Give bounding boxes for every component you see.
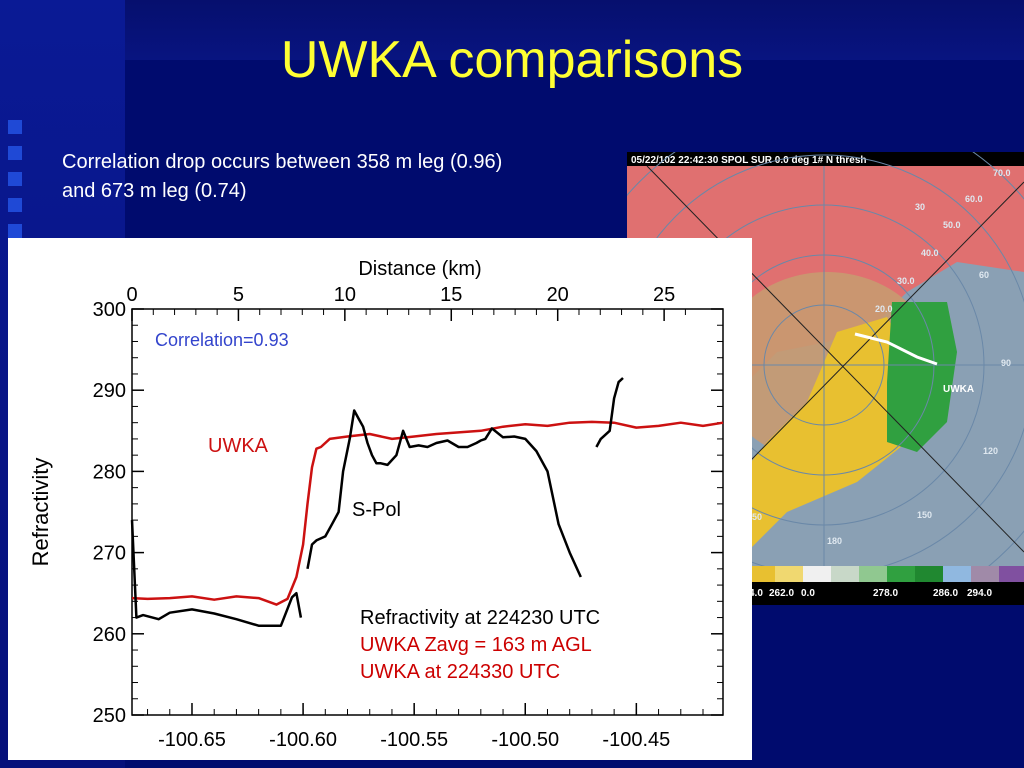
decor-square bbox=[8, 224, 22, 238]
y-tick-label: 260 bbox=[93, 624, 126, 646]
radar-range-label: 70.0 bbox=[993, 168, 1011, 178]
decor-square bbox=[8, 172, 22, 186]
x-tick-label: -100.65 bbox=[158, 729, 226, 751]
y-tick-label: 290 bbox=[93, 380, 126, 402]
top-tick-label: 10 bbox=[334, 284, 356, 306]
y-tick-label: 250 bbox=[93, 705, 126, 727]
legend-line: Refractivity at 224230 UTC bbox=[360, 607, 600, 629]
y-axis-label: Refractivity bbox=[28, 458, 53, 567]
decor-square bbox=[8, 120, 22, 134]
top-tick-label: 25 bbox=[653, 284, 675, 306]
radar-uwka-track bbox=[854, 332, 938, 366]
uwka-series-line bbox=[131, 420, 724, 606]
spol-series-label: S-Pol bbox=[352, 499, 401, 521]
radar-range-label: 50.0 bbox=[943, 220, 961, 230]
x-tick-label: -100.50 bbox=[491, 729, 559, 751]
radar-range-label: 60 bbox=[979, 270, 989, 280]
radar-range-label: 20.0 bbox=[875, 304, 893, 314]
radar-range-label: 90 bbox=[1001, 358, 1011, 368]
radar-uwka-label: UWKA bbox=[943, 384, 974, 395]
radar-svg: 05/22/102 22:42:30 SPOL SUR 0.0 deg 1# N… bbox=[563, 104, 1024, 626]
y-tick-label: 300 bbox=[93, 299, 126, 321]
radar-range-label: 120 bbox=[983, 446, 998, 456]
legend-line: UWKA Zavg = 163 m AGL bbox=[360, 634, 592, 656]
correlation-annotation: Correlation=0.93 bbox=[155, 330, 289, 350]
chart-panel: 250 260 270 280 290 300 -100.65 -100.60 -100.55-… bbox=[8, 238, 752, 760]
x-tick-label: -100.55 bbox=[380, 729, 448, 751]
colorbar-label: 262.0 bbox=[769, 588, 794, 599]
slide-title: UWKA comparisons bbox=[280, 31, 744, 89]
radar-range-label: 30.0 bbox=[897, 276, 915, 286]
radar-range-label: 60.0 bbox=[965, 194, 983, 204]
colorbar-label: 294.0 bbox=[967, 588, 992, 599]
top-tick-label: 5 bbox=[233, 284, 244, 306]
series-lines bbox=[130, 377, 724, 627]
decor-square bbox=[8, 146, 22, 160]
y-tick-label: 270 bbox=[93, 543, 126, 565]
radar-warm-region bbox=[727, 317, 907, 552]
radar-range-label: 150 bbox=[917, 510, 932, 520]
radar-image: 05/22/102 22:42:30 SPOL SUR 0.0 deg 1# N… bbox=[563, 104, 1024, 626]
radar-range-label: 180 bbox=[827, 536, 842, 546]
radar-range-label: 40.0 bbox=[921, 248, 939, 258]
s-pol-series-line bbox=[130, 377, 624, 627]
legend-line: UWKA at 224330 UTC bbox=[360, 661, 560, 683]
top-axis-label: Distance (km) bbox=[358, 258, 481, 280]
radar-header: 05/22/102 22:42:30 SPOL SUR 0.0 deg 1# N… bbox=[631, 155, 867, 166]
uwka-series-label: UWKA bbox=[208, 435, 269, 457]
slide-subtitle: Correlation drop occurs between 358 m le… bbox=[62, 151, 503, 202]
colorbar-label: 286.0 bbox=[933, 588, 958, 599]
radar-range-label: 150 bbox=[747, 512, 762, 522]
colorbar-label: 0.0 bbox=[801, 588, 815, 599]
colorbar-label: 278.0 bbox=[873, 588, 898, 599]
radar-wet-region bbox=[887, 302, 957, 452]
x-tick-label: -100.60 bbox=[269, 729, 337, 751]
decor-square bbox=[8, 198, 22, 212]
slide-top-band bbox=[125, 0, 1024, 60]
y-tick-label: 280 bbox=[93, 461, 126, 483]
radar-range-label: 30 bbox=[915, 202, 925, 212]
colorbar-label: 4.0 bbox=[749, 588, 763, 599]
top-tick-label: 0 bbox=[126, 284, 137, 306]
plot-frame bbox=[131, 308, 724, 716]
x-tick-label: -100.45 bbox=[602, 729, 670, 751]
top-tick-label: 20 bbox=[547, 284, 569, 306]
top-tick-label: 15 bbox=[440, 284, 462, 306]
